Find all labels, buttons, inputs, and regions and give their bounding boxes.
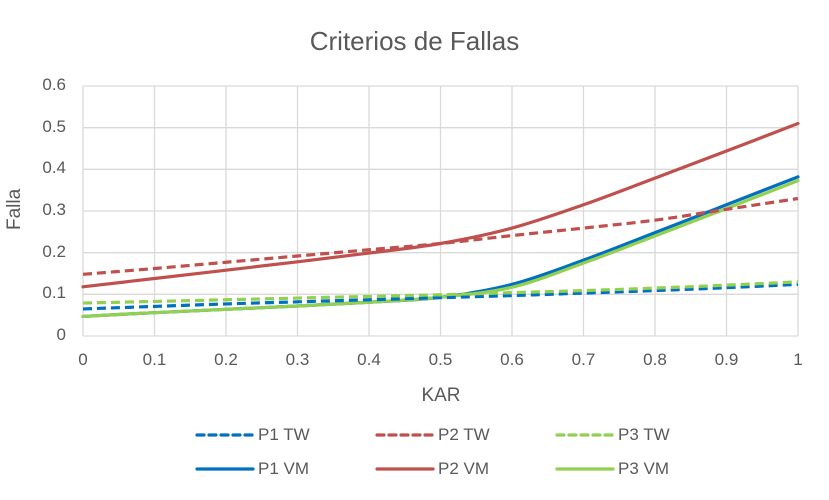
legend-label: P3 TW xyxy=(618,425,670,444)
legend-item-p1-vm: P1 VM xyxy=(195,459,375,479)
y-tick-label: 0.4 xyxy=(42,158,66,178)
series-line-p3-tw xyxy=(82,280,799,305)
legend-label: P2 TW xyxy=(438,425,490,444)
y-tick-label: 0.5 xyxy=(42,116,66,136)
y-tick-label: 0.1 xyxy=(42,283,66,303)
y-axis-label: Falla xyxy=(4,188,25,230)
x-tick-label: 0.6 xyxy=(500,350,524,369)
x-tick-label: 0.3 xyxy=(285,350,310,369)
x-tick-label: 0.2 xyxy=(214,350,238,369)
x-tick-label: 0.9 xyxy=(714,350,739,369)
legend-item-p3-tw: P3 TW xyxy=(555,425,735,445)
x-tick-label: 0.7 xyxy=(571,350,596,369)
legend: P1 TW P2 TW P3 TW P1 VM P2 VM P3 VM xyxy=(195,425,735,479)
y-tick-label: 0.2 xyxy=(42,241,66,261)
dashed-line-swatch-icon xyxy=(195,433,255,437)
y-tick-label: 0 xyxy=(56,325,66,344)
legend-item-p2-tw: P2 TW xyxy=(375,425,555,445)
legend-item-p1-tw: P1 TW xyxy=(195,425,375,445)
dashed-line-swatch-icon xyxy=(375,433,435,437)
x-tick-label: 1 xyxy=(793,350,803,369)
solid-line-swatch-icon xyxy=(195,467,255,471)
legend-label: P1 VM xyxy=(258,459,310,478)
legend-label: P1 TW xyxy=(258,425,310,444)
chart-title: Criterios de Fallas xyxy=(309,26,520,56)
x-axis-label: KAR xyxy=(421,385,461,406)
y-tick-label: 0.6 xyxy=(42,75,66,94)
x-tick-label: 0.1 xyxy=(142,350,167,369)
x-tick-label: 0.8 xyxy=(643,350,667,369)
legend-item-p3-vm: P3 VM xyxy=(555,459,735,479)
x-tick-label: 0.5 xyxy=(428,350,453,369)
series-line-p1-tw xyxy=(82,282,799,311)
solid-line-swatch-icon xyxy=(375,467,435,471)
legend-item-p2-vm: P2 VM xyxy=(375,459,555,479)
y-tick-label: 0.3 xyxy=(42,200,66,219)
series-line-p2-tw xyxy=(82,196,799,276)
x-tick-label: 0 xyxy=(78,350,88,369)
legend-label: P3 VM xyxy=(618,459,670,478)
dashed-line-swatch-icon xyxy=(555,433,615,437)
legend-label: P2 VM xyxy=(438,459,490,478)
x-tick-label: 0.4 xyxy=(357,350,381,369)
solid-line-swatch-icon xyxy=(555,467,615,471)
